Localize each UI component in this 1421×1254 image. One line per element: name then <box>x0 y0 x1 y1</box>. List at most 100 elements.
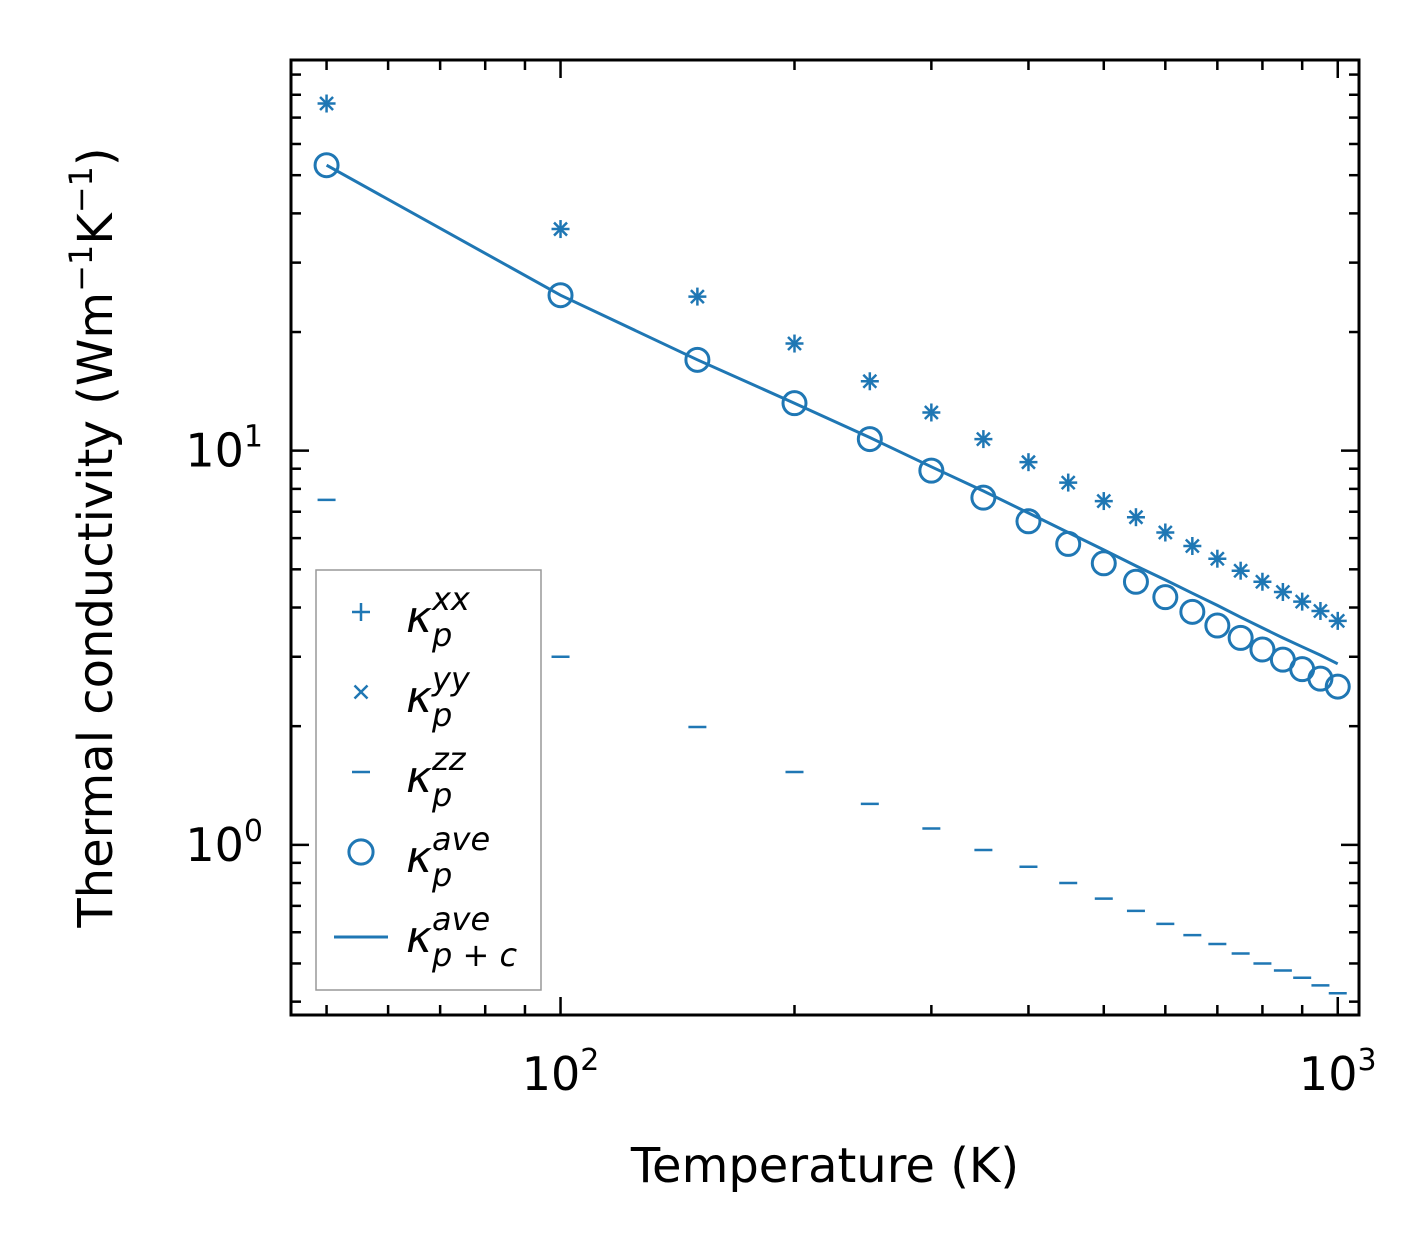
legend-label-base: κ <box>406 832 432 883</box>
y-axis-label-sup2: −1 <box>62 166 100 213</box>
legend-marker <box>352 603 370 621</box>
point-kyy <box>1209 551 1225 567</box>
y-axis-label-prefix: Thermal conductivity (Wm <box>68 292 124 929</box>
y-tick-label: 100 <box>185 814 263 872</box>
point-kyy-d2 <box>1096 493 1112 509</box>
point-kyy-d2 <box>1209 551 1225 567</box>
legend-entry: κyy p <box>353 660 471 734</box>
point-kyy <box>862 373 878 389</box>
legend-label-sup: zz <box>431 740 467 778</box>
legend-label-base: κ <box>406 592 432 643</box>
legend-marker <box>353 684 369 700</box>
plot-frame <box>289 58 1361 1017</box>
legend-entry: κave p <box>347 820 490 894</box>
point-kyy <box>1021 454 1036 470</box>
point-kyy-d2 <box>787 336 802 351</box>
point-kave <box>684 346 711 373</box>
point-kave <box>1179 598 1206 625</box>
legend-label-sup: ave <box>432 820 490 858</box>
point-kave <box>1324 673 1351 700</box>
y-tick-label: 101 <box>185 420 263 478</box>
legend-label-sup: yy <box>431 660 471 698</box>
point-kyy <box>553 221 568 237</box>
series-kyy <box>319 96 1346 629</box>
legend-label-base: κ <box>406 912 432 963</box>
legend-label: κyy p <box>406 660 471 734</box>
legend-entry: κzz p <box>352 740 467 814</box>
legend-label-sub: p <box>431 616 452 654</box>
point-kyy <box>690 289 705 304</box>
point-kyy <box>1313 603 1328 619</box>
point-kave <box>547 282 574 309</box>
minor-ticks <box>291 60 1359 1015</box>
legend-label-base: κ <box>406 672 432 723</box>
legend-marker <box>347 838 375 866</box>
point-kyy <box>787 336 802 351</box>
point-kyy-d2 <box>976 431 991 447</box>
x-tick-label-base: 10 <box>522 1047 581 1101</box>
legend-label-sup: xx <box>431 580 471 618</box>
y-tick-label-base: 10 <box>185 424 244 478</box>
point-kave <box>1249 636 1276 663</box>
x-tick-label-exp: 2 <box>580 1043 599 1078</box>
legend-label: κave p <box>406 820 490 894</box>
legend-label-sub: p <box>431 696 452 734</box>
point-kyy <box>1330 613 1346 629</box>
y-tick-label-exp: 1 <box>244 420 263 455</box>
point-kyy <box>319 96 334 111</box>
x-axis-label: Temperature (K) <box>630 1138 1019 1194</box>
legend-label: κzz p <box>406 740 467 814</box>
x-tick-label-exp: 3 <box>1357 1043 1376 1078</box>
series-kzz <box>317 498 1347 995</box>
point-kyy-d2 <box>923 405 939 420</box>
point-kyy-d2 <box>1184 538 1200 554</box>
y-axis-label: Thermal conductivity (Wm−1K−1) <box>62 147 124 928</box>
plot-marks <box>313 94 1351 995</box>
y-tick-label-exp: 0 <box>244 814 263 849</box>
point-kyy-d2 <box>862 373 878 389</box>
point-kyy-d2 <box>1255 574 1270 590</box>
point-kyy-d2 <box>1313 603 1328 619</box>
point-kave <box>1015 508 1042 535</box>
point-kyy-d2 <box>1128 509 1144 525</box>
legend-label-sup: ave <box>432 900 490 938</box>
point-kyy-d2 <box>1060 475 1076 490</box>
point-kyy <box>1060 475 1076 490</box>
point-kyy <box>923 405 939 420</box>
legend-label-sub: p + c <box>431 936 517 974</box>
point-kave <box>856 426 883 453</box>
point-kave <box>1152 584 1179 611</box>
point-kyy-d2 <box>319 96 334 111</box>
point-kyy-d2 <box>690 289 705 304</box>
legend-label: κave p + c <box>406 900 517 974</box>
point-kave <box>313 152 340 179</box>
legend-entry: κxx p <box>352 580 471 654</box>
series-kxx <box>317 94 1347 630</box>
point-kave <box>1204 612 1231 639</box>
series-kpc-line <box>325 163 1339 666</box>
point-kyy <box>1096 493 1112 509</box>
y-tick-label-base: 10 <box>185 818 244 872</box>
major-ticks <box>291 60 1359 1015</box>
point-kyy-d2 <box>1275 584 1291 600</box>
point-kyy <box>976 431 991 447</box>
point-kave <box>1307 665 1334 692</box>
legend-marker-d2 <box>353 684 369 700</box>
point-kave <box>781 390 808 417</box>
legend-label-base: κ <box>406 752 432 803</box>
point-kyy-d2 <box>1294 594 1310 610</box>
point-kyy <box>1233 563 1249 579</box>
y-axis-label-suffix: ) <box>68 147 124 166</box>
x-tick-label-base: 10 <box>1299 1047 1358 1101</box>
point-kyy-d2 <box>1233 563 1249 579</box>
point-kyy <box>1294 594 1310 610</box>
y-axis-label-sup1: −1 <box>62 245 100 292</box>
point-kyy <box>1184 538 1200 554</box>
legend-label-sub: p <box>431 856 452 894</box>
point-kyy-d2 <box>553 221 568 237</box>
legend-entry: κave p + c <box>334 900 517 974</box>
point-kyy <box>1157 525 1173 540</box>
point-kyy-d2 <box>1157 525 1173 540</box>
